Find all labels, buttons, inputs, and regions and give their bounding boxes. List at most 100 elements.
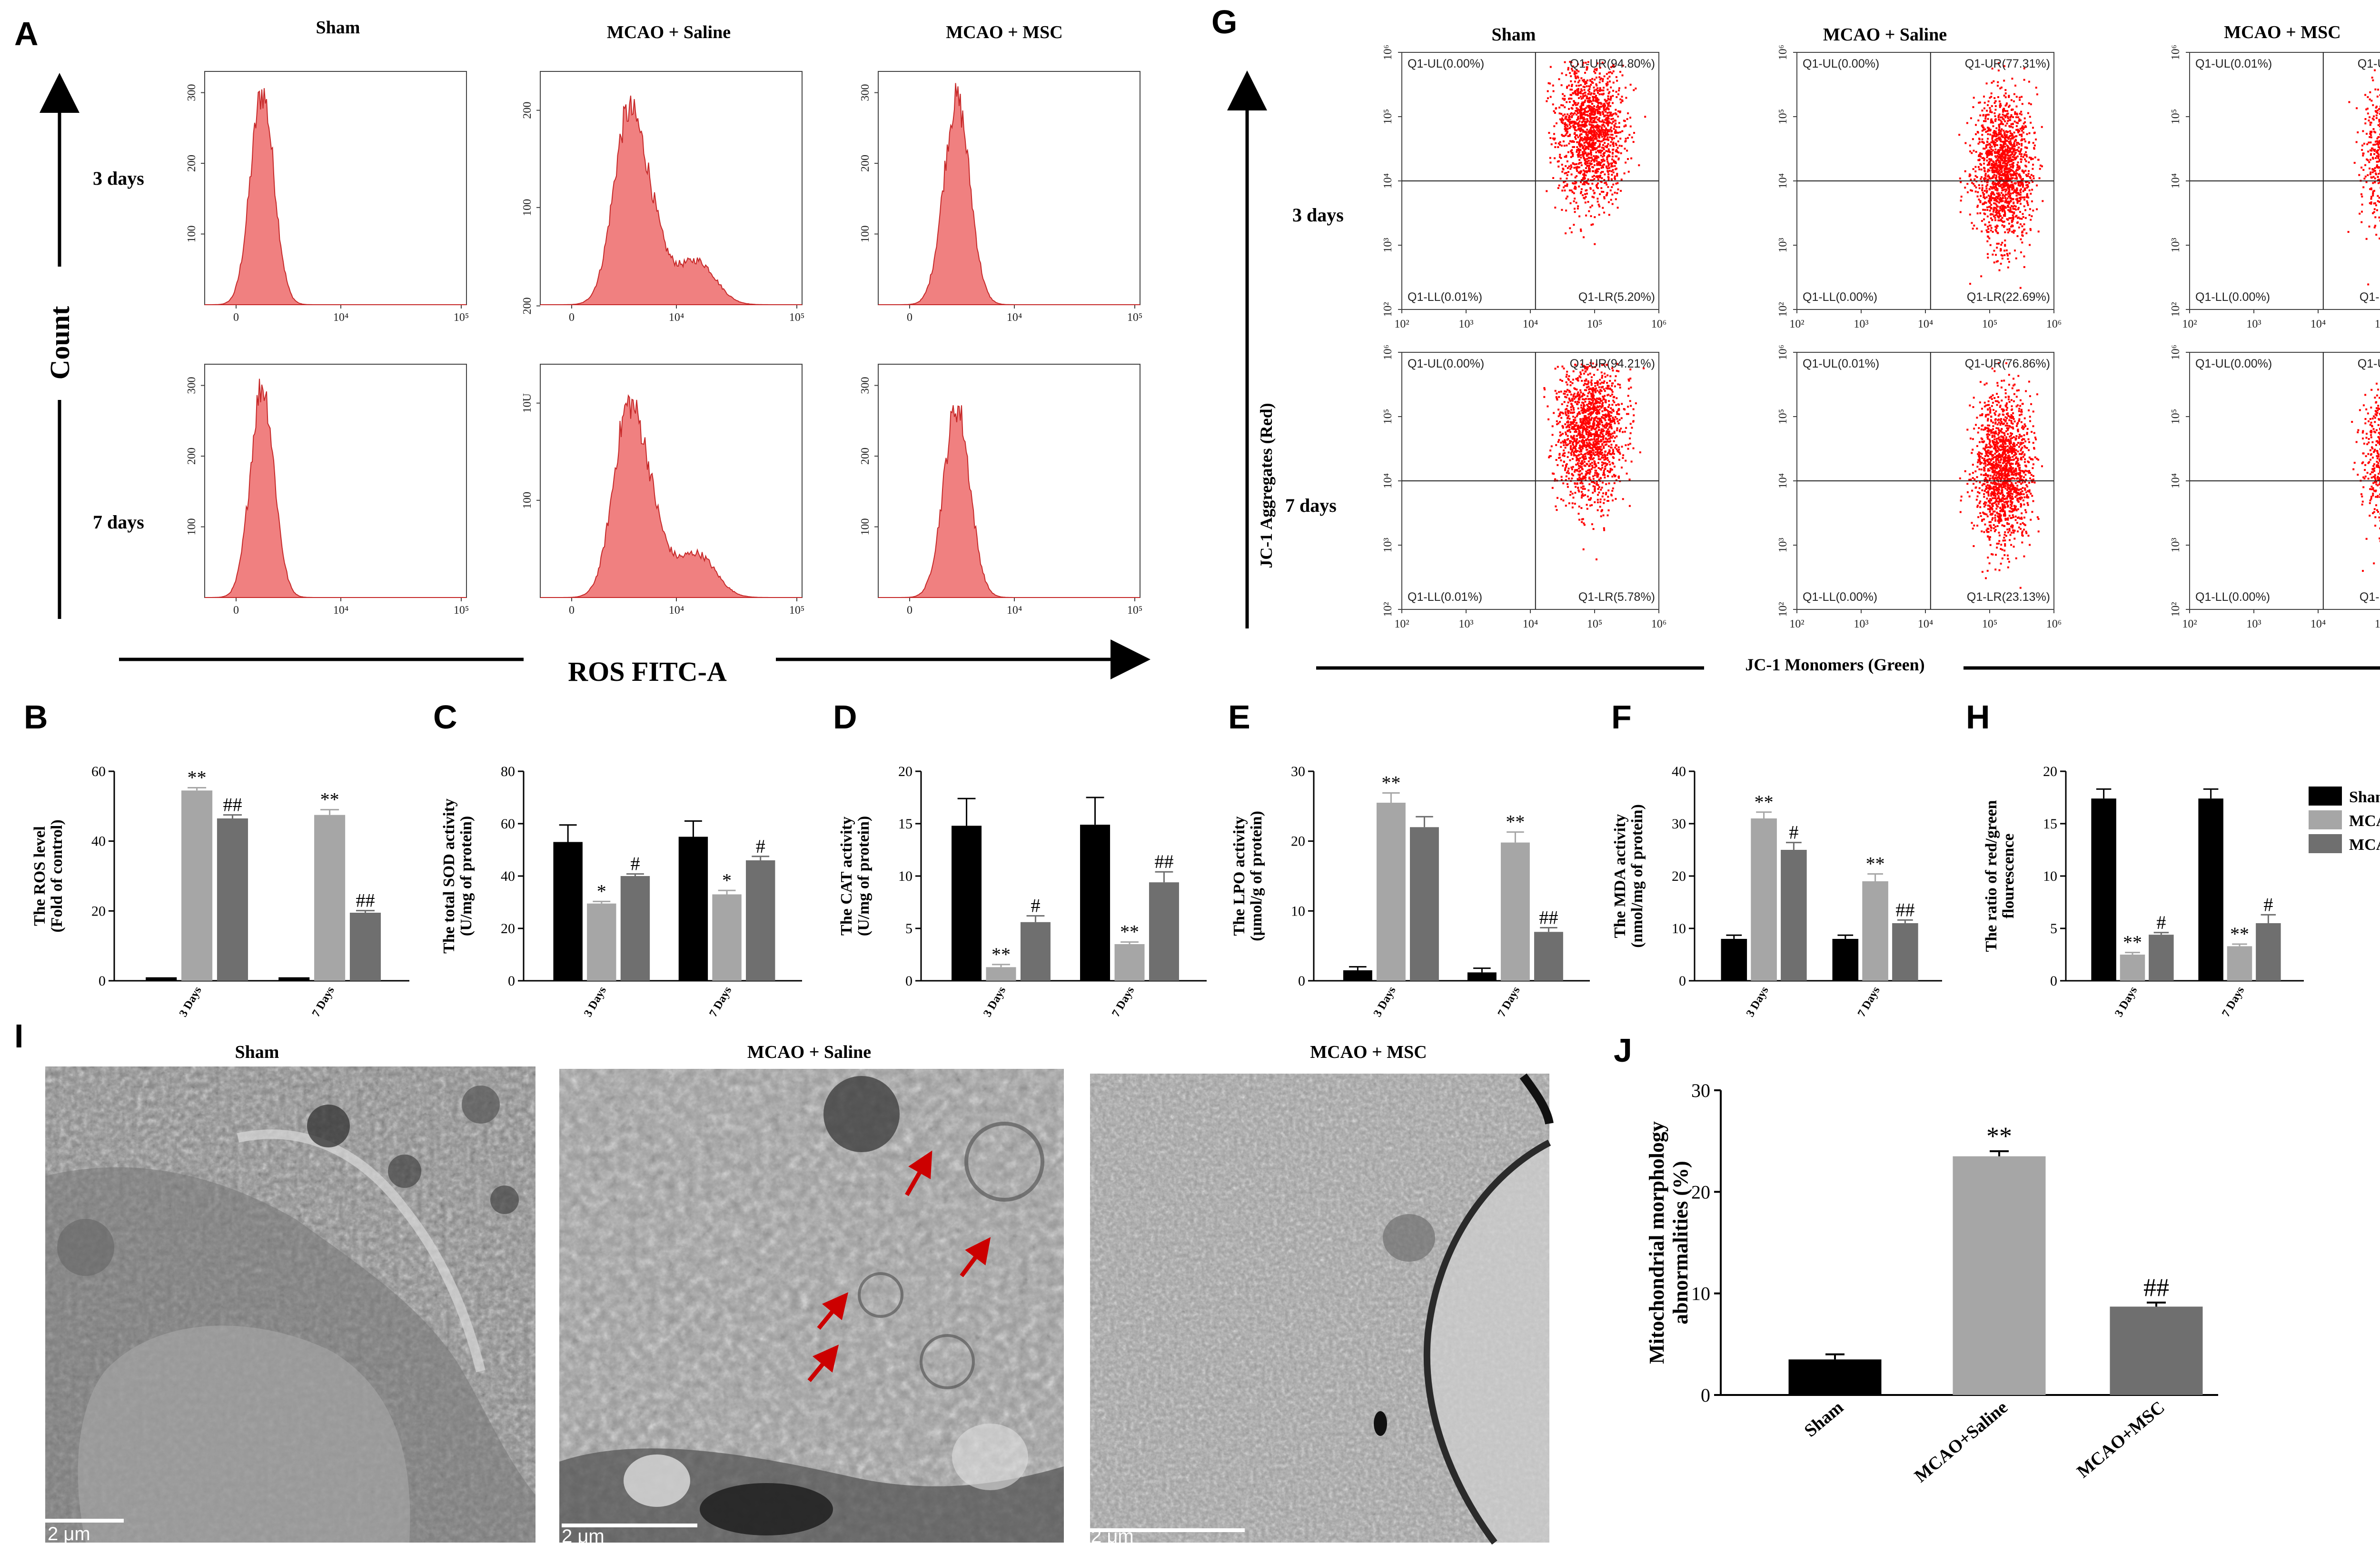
scatter-point	[1573, 182, 1575, 185]
scatter-point	[2004, 89, 2007, 91]
scatter-point	[1627, 112, 1629, 114]
scatter-point	[1616, 126, 1618, 128]
scatter-point	[1970, 117, 1972, 120]
scatter-point	[2014, 191, 2016, 193]
scatter-point	[1615, 198, 1617, 200]
scatter-point	[2374, 69, 2376, 71]
scatter-point	[2012, 150, 2014, 152]
scatter-point	[1999, 197, 2002, 199]
x-tick-label: 10⁴	[333, 311, 348, 324]
scatter-point	[1605, 83, 1607, 85]
scatter-point	[2000, 140, 2002, 142]
scatter-point	[1629, 117, 1631, 119]
scatter-point	[2013, 229, 2015, 232]
scatter-point	[2377, 142, 2379, 144]
scatter-point	[1580, 161, 1582, 164]
scatter-point	[1560, 121, 1563, 123]
scatter-point	[1604, 142, 1606, 144]
scatter-point	[1575, 134, 1577, 136]
scatter-point	[1592, 159, 1595, 161]
scatter-point	[1574, 182, 1577, 185]
x-tick-label: 10⁶	[2046, 318, 2062, 330]
scatter-point	[1607, 201, 1610, 203]
scatter-point	[2015, 215, 2018, 217]
scatter-point	[1580, 108, 1582, 110]
scatter-point	[1568, 84, 1570, 87]
scatter-point	[2006, 122, 2008, 125]
x-tick-label: 10⁶	[1651, 318, 1666, 330]
scatter-point	[1597, 182, 1599, 185]
scatter-point	[1589, 206, 1592, 209]
scatter-point	[2008, 193, 2010, 196]
scatter-point	[1992, 191, 1994, 194]
scatter-point	[1616, 173, 1618, 175]
scatter-point	[1606, 183, 1608, 186]
scatter-point	[1983, 148, 1984, 150]
scatter-point	[2373, 226, 2376, 229]
scatter-point	[1597, 498, 1599, 501]
scatter-point	[2378, 197, 2380, 199]
histogram-curve	[205, 379, 466, 598]
x-tick-label: 10⁴	[2311, 318, 2326, 330]
scatter-point	[1577, 163, 1580, 165]
scatter-point	[1597, 140, 1600, 142]
scatter-point	[1592, 109, 1595, 110]
scatter-point	[2003, 220, 2005, 223]
scatter-point	[1590, 152, 1592, 155]
scatter-point	[1981, 220, 1983, 222]
scatter-point	[1576, 149, 1578, 151]
scatter-point	[1588, 105, 1590, 107]
scatter-point	[1580, 133, 1583, 135]
scatter-point	[2367, 174, 2369, 176]
y-tick-label: 300	[859, 84, 872, 101]
scatter-point	[1557, 160, 1559, 163]
scatter-point	[1606, 108, 1607, 110]
scatter-point	[1999, 161, 2002, 164]
scatter-point	[1588, 170, 1591, 172]
scatter-point	[2001, 121, 2003, 123]
scatter-point	[1599, 114, 1602, 116]
scatter-point	[1594, 68, 1596, 70]
scatter-point	[1582, 130, 1584, 133]
scatter-point	[1574, 469, 1577, 471]
panel-g-jc1-scatter: Sham MCAO + Saline MCAO + MSC 3 days 7 d…	[1227, 22, 2380, 674]
scatter-point	[1993, 202, 1995, 204]
scatter-point	[2353, 162, 2356, 164]
scatter-point	[1577, 88, 1579, 90]
scatter-point	[1603, 179, 1606, 181]
histogram-curve	[540, 394, 802, 598]
scatter-point	[2002, 221, 2004, 223]
scatter-point	[1996, 209, 1999, 211]
x-tick-label: 10⁵	[1127, 604, 1142, 617]
scatter-point	[2005, 185, 2007, 187]
scatter-point	[1989, 107, 1991, 109]
scatter-point	[2368, 120, 2370, 122]
quadrant-ul-label: Q1-UL(0.00%)	[1803, 57, 1879, 70]
scatter-point	[1601, 149, 1603, 152]
scatter-point	[2004, 213, 2006, 215]
scatter-point	[1576, 168, 1578, 170]
scatter-point	[1587, 136, 1588, 138]
scatter-point	[2033, 147, 2035, 149]
scatter-point	[1563, 186, 1565, 189]
scatter-point	[1598, 112, 1600, 115]
scatter-point	[2011, 152, 2013, 154]
scatter-point	[1579, 154, 1582, 156]
scatter-point	[1604, 135, 1606, 138]
scatter-point	[1595, 463, 1597, 465]
panel-label-D: D	[833, 698, 857, 736]
scatter-point	[1635, 87, 1637, 90]
scatter-point	[1599, 88, 1601, 90]
scatter-point	[1582, 152, 1584, 154]
scatter-point	[2028, 214, 2031, 216]
scatter-point	[1584, 139, 1586, 141]
scatter-point	[1607, 129, 1610, 131]
scatter-point	[1585, 174, 1587, 177]
scatter-point	[2003, 195, 2006, 197]
scatter-point	[2374, 140, 2377, 143]
scatter-point	[1989, 97, 1991, 99]
scatter-point	[1980, 178, 1982, 180]
scatter-point	[1608, 111, 1610, 114]
scatter-point	[1982, 191, 1984, 194]
scatter-point	[1560, 417, 1563, 419]
